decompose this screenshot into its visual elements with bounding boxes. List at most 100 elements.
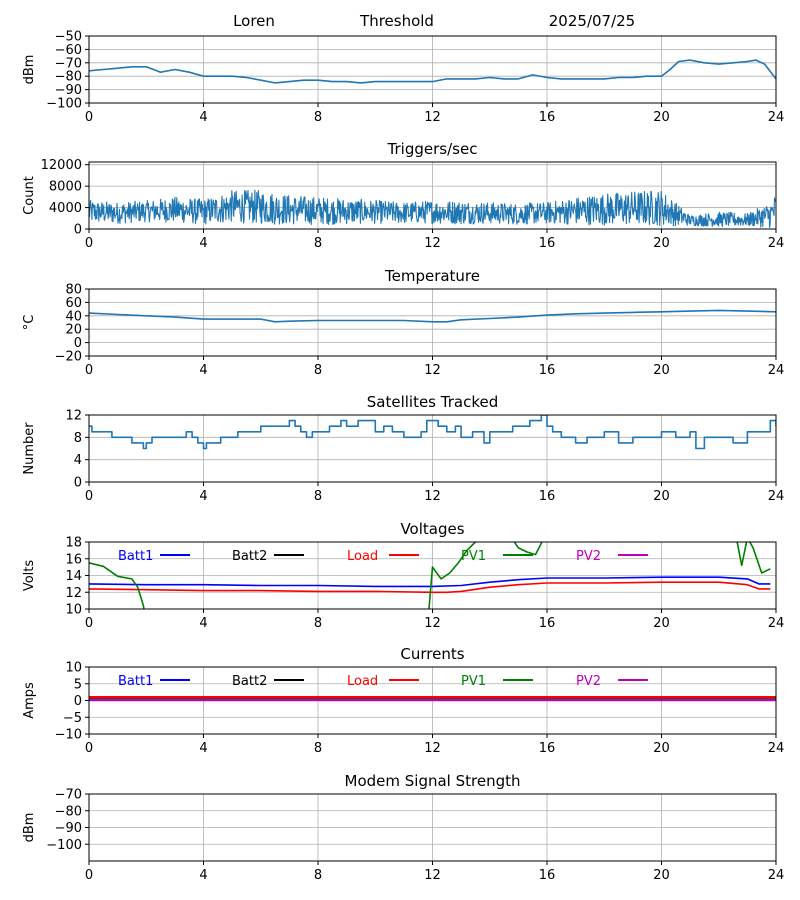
series-line-pv1 xyxy=(89,542,771,609)
y-tick-label: −80 xyxy=(55,70,82,85)
series-line-satellites xyxy=(89,415,776,450)
x-tick-label: 24 xyxy=(768,868,785,883)
x-tick-label: 16 xyxy=(539,236,556,251)
y-tick-label: 0 xyxy=(74,476,82,491)
legend-label-pv2: PV2 xyxy=(576,674,601,689)
ticks: 0 4 8 12 16 20 24 −100 −90 −80−70 xyxy=(46,788,784,884)
x-tick-label: 0 xyxy=(85,110,93,125)
y-tick-label: 12 xyxy=(65,586,82,601)
y-tick-label: −70 xyxy=(55,56,82,71)
y-tick-label: −80 xyxy=(55,804,82,819)
x-tick-label: 16 xyxy=(539,616,556,631)
x-tick-label: 24 xyxy=(768,616,785,631)
grid xyxy=(88,414,777,483)
x-tick-label: 4 xyxy=(199,236,207,251)
x-tick-label: 16 xyxy=(539,868,556,883)
y-tick-label: 4 xyxy=(74,453,82,468)
x-tick-label: 12 xyxy=(424,868,441,883)
legend-label-batt2: Batt2 xyxy=(232,674,267,689)
y-tick-label: 5 xyxy=(74,677,82,692)
y-tick-label: −100 xyxy=(46,97,82,112)
legend-label-batt1: Batt1 xyxy=(118,674,153,689)
y-tick-label: 8000 xyxy=(49,180,82,195)
y-tick-label: 18 xyxy=(65,536,82,551)
x-tick-label: 8 xyxy=(314,741,322,756)
y-tick-label: −70 xyxy=(55,788,82,803)
legend: Batt1 Batt2 Load PV1 PV2 xyxy=(118,674,648,689)
panel-triggers: 0 4 8 12 16 20 24 0 4000 8000 12000 Triggers/sec Cou… xyxy=(22,140,784,251)
series-group xyxy=(89,189,776,228)
x-tick-label: 0 xyxy=(85,236,93,251)
panel-modem: 0 4 8 12 16 20 24 −100 −90 −80−70 Modem Signal Str… xyxy=(22,772,784,883)
series-line-triggers xyxy=(89,189,776,228)
header-site: Loren xyxy=(233,12,275,30)
x-tick-label: 24 xyxy=(768,110,785,125)
ticks: 0 4 8 12 16 20 24 −100−90−80−70−60−50 xyxy=(46,30,784,126)
y-tick-label: 10 xyxy=(65,661,82,676)
y-tick-label: −20 xyxy=(55,350,82,365)
y-tick-label: 20 xyxy=(65,323,82,338)
x-tick-label: 20 xyxy=(653,236,670,251)
x-tick-label: 4 xyxy=(199,489,207,504)
y-axis-label: Volts xyxy=(22,560,37,592)
x-tick-label: 12 xyxy=(424,741,441,756)
x-tick-label: 4 xyxy=(199,868,207,883)
y-tick-label: 0 xyxy=(74,694,82,709)
series-group xyxy=(89,309,776,323)
x-tick-label: 8 xyxy=(314,110,322,125)
series-line-threshold xyxy=(89,59,776,84)
y-tick-label: −10 xyxy=(55,728,82,743)
x-tick-label: 20 xyxy=(653,110,670,125)
series-group xyxy=(89,59,776,84)
y-tick-label: −90 xyxy=(55,83,82,98)
legend-label-pv1: PV1 xyxy=(461,674,486,689)
panel-title: Modem Signal Strength xyxy=(345,772,521,790)
y-axis-label: Amps xyxy=(22,682,37,719)
y-tick-label: 4000 xyxy=(49,201,82,216)
grid xyxy=(88,793,777,861)
x-tick-label: 24 xyxy=(768,741,785,756)
y-axis-label: dBm xyxy=(22,55,37,85)
x-tick-label: 4 xyxy=(199,616,207,631)
x-tick-label: 16 xyxy=(539,741,556,756)
x-tick-label: 4 xyxy=(199,363,207,378)
x-tick-label: 12 xyxy=(424,363,441,378)
x-tick-label: 0 xyxy=(85,741,93,756)
x-tick-label: 12 xyxy=(424,489,441,504)
ticks: 0 4 8 12 16 20 24 0 4 8 12 xyxy=(65,409,784,505)
x-tick-label: 8 xyxy=(314,489,322,504)
x-tick-label: 24 xyxy=(768,236,785,251)
x-tick-label: 8 xyxy=(314,868,322,883)
x-tick-label: 20 xyxy=(653,741,670,756)
x-tick-label: 4 xyxy=(199,741,207,756)
legend-label-load: Load xyxy=(347,549,378,564)
y-tick-label: 12 xyxy=(65,409,82,424)
panel-title: Satellites Tracked xyxy=(367,393,498,411)
x-tick-label: 0 xyxy=(85,489,93,504)
panel-title: Voltages xyxy=(400,520,464,538)
series-group xyxy=(89,696,776,702)
y-tick-label: 0 xyxy=(74,223,82,238)
series-group xyxy=(89,542,771,609)
y-tick-label: −60 xyxy=(55,43,82,58)
panel-title: Temperature xyxy=(384,267,480,285)
x-tick-label: 8 xyxy=(314,236,322,251)
y-tick-label: 0 xyxy=(74,336,82,351)
x-tick-label: 12 xyxy=(424,110,441,125)
x-tick-label: 4 xyxy=(199,110,207,125)
panel-title: Currents xyxy=(400,645,464,663)
legend-label-batt2: Batt2 xyxy=(232,549,267,564)
y-tick-label: −5 xyxy=(63,711,82,726)
legend-label-load: Load xyxy=(347,674,378,689)
x-tick-label: 20 xyxy=(653,868,670,883)
y-axis-label: Count xyxy=(22,176,37,215)
y-tick-label: 14 xyxy=(65,569,82,584)
x-tick-label: 12 xyxy=(424,236,441,251)
x-tick-label: 0 xyxy=(85,868,93,883)
